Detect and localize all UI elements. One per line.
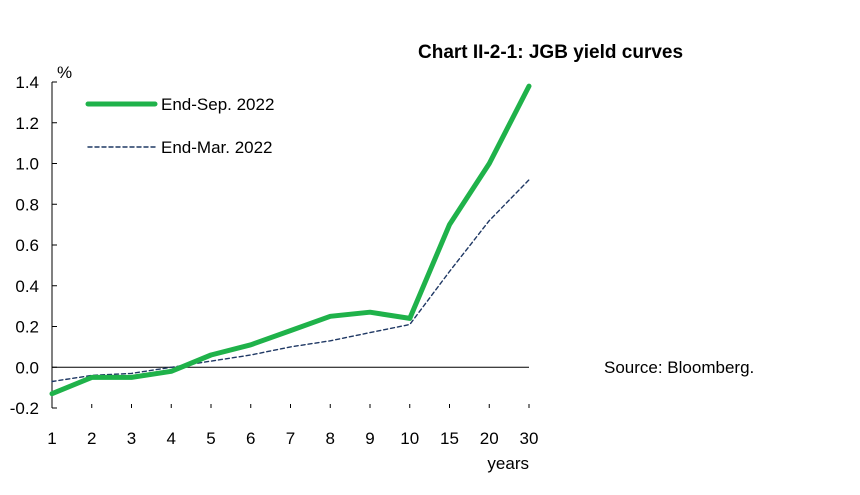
x-tick-label: 8	[326, 429, 335, 448]
y-tick-label: 0.4	[15, 277, 39, 296]
x-tick-label: 1	[47, 429, 56, 448]
x-tick-label: 4	[167, 429, 176, 448]
chart-title: Chart II-2-1: JGB yield curves	[418, 42, 684, 63]
source-note: Source: Bloomberg.	[604, 358, 755, 377]
x-tick-label: 3	[127, 429, 136, 448]
x-tick-label: 2	[87, 429, 96, 448]
x-tick-label: 7	[286, 429, 295, 448]
axes-layer: 1.4 1.2 1.0 0.8 0.6 0.4 0.2 0.0 -0.2 1 2 3 4 5 6 7 8 9 10 1…	[10, 63, 539, 473]
x-tick-label: 10	[400, 429, 419, 448]
y-tick-label: 0.0	[15, 358, 39, 377]
y-tick-label: 1.4	[15, 73, 39, 92]
x-tick-label: 20	[480, 429, 499, 448]
x-tick-label: 30	[520, 429, 539, 448]
x-tick-label: 6	[246, 429, 255, 448]
y-tick-label: 0.6	[15, 236, 39, 255]
series-line-1	[49, 83, 532, 397]
x-tick-label: 9	[365, 429, 374, 448]
legend: End-Sep. 2022 End-Mar. 2022	[85, 95, 274, 157]
y-tick-label: 0.8	[15, 195, 39, 214]
series-line-2	[51, 179, 530, 383]
x-axis-title: years	[487, 454, 529, 473]
y-tick-label: -0.2	[10, 399, 39, 418]
y-tick-label: 0.2	[15, 318, 39, 337]
x-tick-label: 5	[206, 429, 215, 448]
y-axis-unit-label: %	[57, 63, 72, 82]
legend-label-1: End-Sep. 2022	[161, 95, 274, 114]
y-tick-label: 1.2	[15, 114, 39, 133]
x-tick-label: 15	[440, 429, 459, 448]
series-layer	[49, 83, 532, 397]
legend-label-2: End-Mar. 2022	[161, 138, 273, 157]
y-tick-label: 1.0	[15, 155, 39, 174]
